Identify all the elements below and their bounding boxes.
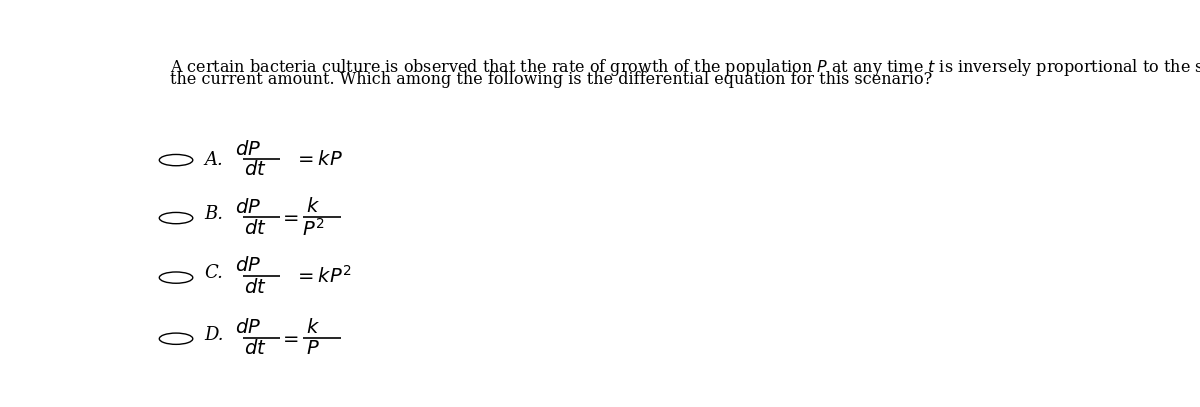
Text: $=$: $=$: [280, 208, 300, 226]
Text: A certain bacteria culture is observed that the rate of growth of the population: A certain bacteria culture is observed t…: [170, 57, 1200, 78]
Text: $P^2$: $P^2$: [301, 218, 324, 240]
Text: the current amount. Which among the following is the differential equation for t: the current amount. Which among the foll…: [170, 71, 932, 88]
Text: $k$: $k$: [306, 317, 319, 337]
Text: $dt$: $dt$: [244, 219, 266, 238]
Text: $= kP^2$: $= kP^2$: [294, 265, 352, 287]
Text: D.: D.: [204, 326, 223, 344]
Text: $P$: $P$: [306, 340, 319, 358]
Text: $k$: $k$: [306, 197, 319, 216]
Text: $dP$: $dP$: [235, 256, 260, 275]
Text: $= kP$: $= kP$: [294, 150, 343, 168]
Text: $dP$: $dP$: [235, 140, 260, 159]
Text: B.: B.: [204, 205, 223, 223]
Text: $dt$: $dt$: [244, 278, 266, 297]
Text: $dP$: $dP$: [235, 318, 260, 337]
Text: $dt$: $dt$: [244, 160, 266, 179]
Text: $dP$: $dP$: [235, 198, 260, 217]
Text: A.: A.: [204, 151, 223, 169]
Text: C.: C.: [204, 264, 223, 282]
Text: $dt$: $dt$: [244, 339, 266, 358]
Text: $=$: $=$: [280, 329, 300, 347]
